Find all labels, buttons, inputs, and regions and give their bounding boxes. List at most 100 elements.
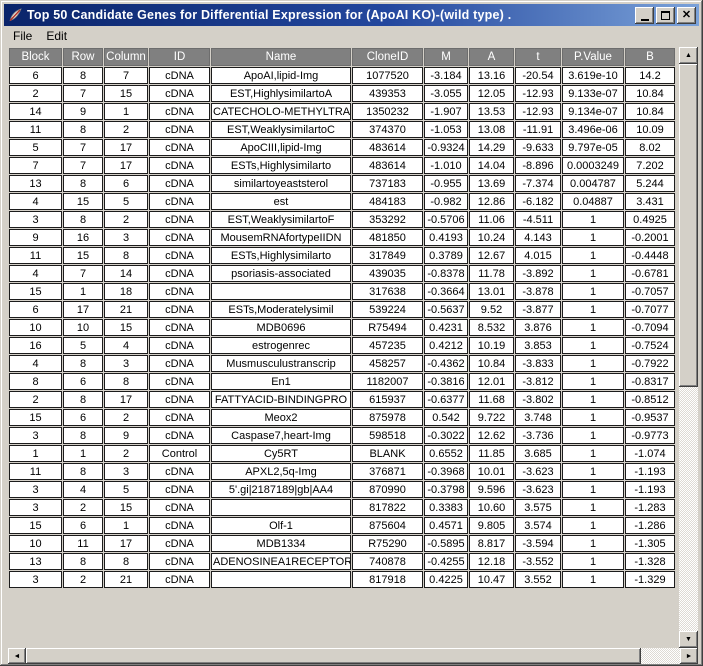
table-cell: 317849 (352, 247, 423, 264)
table-cell: 2 (104, 445, 148, 462)
header-cell: A (469, 48, 514, 66)
table-cell: 1 (562, 535, 624, 552)
table-cell: 10.47 (469, 571, 514, 588)
table-cell: cDNA (149, 247, 210, 264)
header-cell: ID (149, 48, 210, 66)
table-cell: 875978 (352, 409, 423, 426)
table-cell: -0.8378 (424, 265, 468, 282)
table-cell: 0.4231 (424, 319, 468, 336)
table-cell: cDNA (149, 481, 210, 498)
horizontal-scroll-track[interactable] (26, 648, 680, 664)
table-cell: 1 (562, 553, 624, 570)
table-cell: -3.594 (515, 535, 561, 552)
scroll-left-button[interactable]: ◄ (8, 648, 26, 664)
header-cell: Name (211, 48, 351, 66)
vertical-scroll-thumb[interactable] (679, 64, 698, 388)
table-cell: -3.736 (515, 427, 561, 444)
table-cell: -0.6781 (625, 265, 675, 282)
table-cell: 8 (104, 247, 148, 264)
table-cell: -0.4448 (625, 247, 675, 264)
table-cell: cDNA (149, 301, 210, 318)
table-cell: ESTs,Moderatelysimil (211, 301, 351, 318)
table-row: 3 8 9 cDNA Caspase7,heart-Img 598518 -0.3022 12… (9, 427, 675, 444)
scroll-down-button[interactable]: ▼ (679, 631, 698, 648)
table-cell: BLANK (352, 445, 423, 462)
vertical-scroll-track[interactable] (679, 64, 698, 631)
scroll-right-button[interactable]: ► (680, 648, 698, 664)
table-row: 4 8 3 cDNA Musmusculustranscrip 458257 -0.4362… (9, 355, 675, 372)
table-cell: 1 (104, 103, 148, 120)
table-cell: 11.68 (469, 391, 514, 408)
table-cell: 457235 (352, 337, 423, 354)
table-cell: 1 (562, 355, 624, 372)
table-cell: 13.69 (469, 175, 514, 192)
table-cell: 15 (104, 499, 148, 516)
table-cell: 3.619e-10 (562, 67, 624, 84)
table-cell: -3.055 (424, 85, 468, 102)
table-cell: -1.193 (625, 463, 675, 480)
table-cell: 1 (562, 319, 624, 336)
header-cell: t (515, 48, 561, 66)
table-cell: 0.4212 (424, 337, 468, 354)
maximize-button[interactable] (656, 6, 675, 24)
menu-edit[interactable]: Edit (46, 28, 68, 43)
table-cell: 12.18 (469, 553, 514, 570)
table-cell: 4 (104, 337, 148, 354)
table-cell: 8 (63, 67, 103, 84)
table-cell: -0.7094 (625, 319, 675, 336)
table-cell: 0.4193 (424, 229, 468, 246)
table-cell: cDNA (149, 283, 210, 300)
table-cell: -1.329 (625, 571, 675, 588)
table-cell: -0.3798 (424, 481, 468, 498)
table-cell: -0.5637 (424, 301, 468, 318)
scroll-left-icon: ◄ (13, 652, 21, 660)
menu-file[interactable]: File (13, 28, 33, 43)
table-cell: 2 (9, 85, 62, 102)
table-cell: 0.3383 (424, 499, 468, 516)
table-cell: 0.3789 (424, 247, 468, 264)
horizontal-scroll-thumb[interactable] (26, 648, 641, 664)
table-cell: 1 (562, 265, 624, 282)
table-cell: 0.0003249 (562, 157, 624, 174)
close-button[interactable]: ✕ (677, 6, 696, 24)
table-cell: 4 (9, 265, 62, 282)
table-cell: 875604 (352, 517, 423, 534)
table-cell: 3.431 (625, 193, 675, 210)
table-cell: 9 (9, 229, 62, 246)
table-cell: -6.182 (515, 193, 561, 210)
table-cell: 18 (104, 283, 148, 300)
table-cell: 1 (562, 463, 624, 480)
table-cell: ESTs,Highlysimilarto (211, 247, 351, 264)
table-cell: Cy5RT (211, 445, 351, 462)
table-cell: EST,WeaklysimilartoF (211, 211, 351, 228)
minimize-icon (640, 18, 649, 21)
table-cell: ESTs,Highlysimilarto (211, 157, 351, 174)
table-row: 7 7 17 cDNA ESTs,Highlysimilarto 483614 -1.010… (9, 157, 675, 174)
table-cell: 598518 (352, 427, 423, 444)
table-cell: 439035 (352, 265, 423, 282)
table-cell: 8 (63, 121, 103, 138)
table-cell: 0.4571 (424, 517, 468, 534)
scroll-up-button[interactable]: ▲ (679, 47, 698, 64)
title-bar[interactable]: Top 50 Candidate Genes for Differential … (4, 4, 699, 26)
tk-feather-icon[interactable] (7, 7, 23, 23)
table-row: 2 8 17 cDNA FATTYACID-BINDINGPRO 615937 -0.637… (9, 391, 675, 408)
table-cell: EST,WeaklysimilartoC (211, 121, 351, 138)
table-cell: MousemRNAfortypeIIDN (211, 229, 351, 246)
table-cell: 1 (9, 445, 62, 462)
table-cell: 21 (104, 301, 148, 318)
table-cell: 15 (9, 517, 62, 534)
scroll-right-icon: ► (685, 652, 693, 660)
minimize-button[interactable] (635, 6, 654, 24)
table-cell: 11.06 (469, 211, 514, 228)
table-cell: -0.9324 (424, 139, 468, 156)
table-cell: 3 (104, 229, 148, 246)
table-cell: 4.015 (515, 247, 561, 264)
table-row: 15 6 1 cDNA Olf-1 875604 0.4571 9.805 3.574 1 -1.2… (9, 517, 675, 534)
table-cell: 539224 (352, 301, 423, 318)
table-cell: 8 (63, 175, 103, 192)
table-cell: EST,HighlysimilartoA (211, 85, 351, 102)
table-cell: 1 (562, 409, 624, 426)
